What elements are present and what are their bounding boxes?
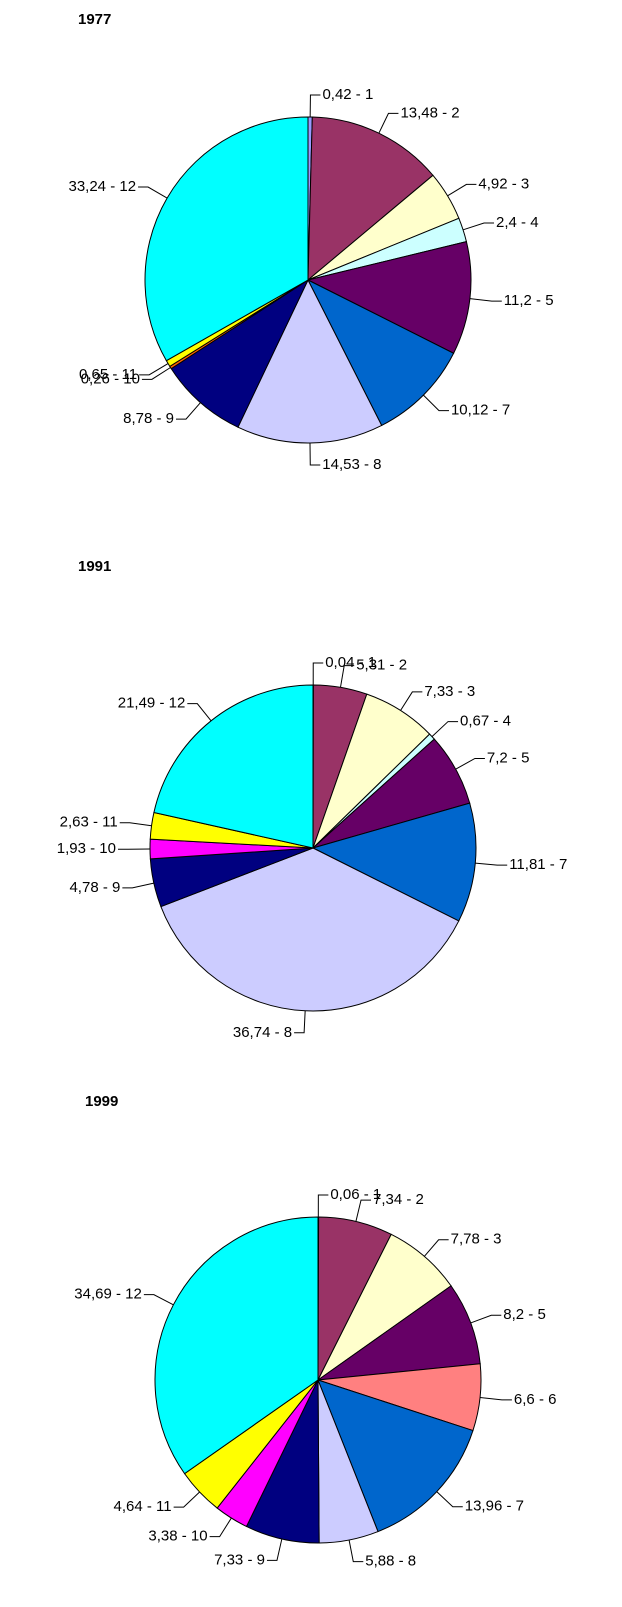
data-label: 10,12 - 7 [451, 402, 510, 419]
data-label: 5,88 - 8 [365, 1553, 416, 1570]
data-label: 1,93 - 10 [57, 840, 116, 857]
leader-line [312, 662, 324, 686]
data-label: 33,24 - 12 [68, 178, 136, 195]
data-label: 36,74 - 8 [233, 1024, 292, 1041]
data-label: 2,63 - 11 [60, 814, 118, 831]
leader-line [462, 222, 495, 231]
leader-line [447, 183, 477, 197]
leader-line [469, 298, 502, 302]
leader-line [339, 665, 355, 688]
leader-line [138, 186, 168, 199]
data-label: 7,33 - 9 [214, 1551, 265, 1568]
data-label: 8,2 - 5 [503, 1306, 546, 1323]
data-label: 11,81 - 7 [509, 856, 567, 873]
chart-title: 1977 [78, 11, 111, 28]
pie-slice [306, 241, 472, 354]
data-label: 0,67 - 4 [460, 713, 511, 730]
data-label: 3,38 - 10 [148, 1528, 207, 1545]
leader-line [423, 1239, 449, 1257]
leader-line [400, 691, 423, 711]
leader-line [431, 721, 459, 737]
pie-slice [317, 1379, 474, 1533]
leader-line [266, 1538, 283, 1561]
data-label: 0,04 - 1 [325, 654, 376, 671]
pie-slice [307, 116, 434, 282]
leader-line [436, 1491, 463, 1508]
data-label: 6,6 - 6 [514, 1391, 557, 1408]
leader-line [378, 112, 399, 134]
leader-line [479, 1397, 512, 1401]
leader-line [309, 94, 321, 118]
leader-line [423, 394, 449, 412]
data-label: 21,49 - 12 [118, 695, 186, 712]
chart-title: 1991 [78, 558, 111, 575]
data-label: 5,31 - 2 [356, 657, 407, 674]
data-label: 4,92 - 3 [478, 175, 529, 192]
data-label: 4,78 - 9 [69, 879, 120, 896]
leader-line [187, 703, 212, 722]
data-label: 8,78 - 9 [123, 410, 174, 427]
data-label: 7,78 - 3 [451, 1231, 502, 1248]
data-label: 7,34 - 2 [373, 1191, 424, 1208]
data-label: 0,42 - 1 [322, 86, 373, 103]
data-label: 2,4 - 4 [496, 214, 539, 231]
data-label: 13,48 - 2 [400, 104, 459, 121]
data-label: 7,33 - 3 [424, 683, 475, 700]
data-label: 0,26 - 10 [81, 370, 140, 387]
leader-line [176, 402, 201, 420]
leader-line [143, 1294, 174, 1306]
chart-title: 1999 [85, 1093, 118, 1110]
pie-slice [170, 278, 310, 428]
leader-line [309, 442, 321, 466]
leader-line [209, 1517, 232, 1538]
leader-line [294, 1010, 306, 1034]
leader-line [348, 1539, 364, 1563]
data-label: 14,53 - 8 [322, 456, 381, 473]
data-label: 13,96 - 7 [465, 1498, 524, 1515]
leader-line [139, 363, 169, 376]
leader-line [122, 882, 154, 889]
pie-slice [153, 684, 314, 849]
data-label: 4,64 - 11 [114, 1498, 172, 1515]
data-label: 34,69 - 12 [74, 1286, 142, 1303]
leader-line [455, 757, 485, 770]
data-label: 0,06 - 1 [330, 1186, 381, 1203]
leader-line [317, 1194, 329, 1218]
pie-slice [154, 1216, 319, 1475]
leader-line [173, 1491, 200, 1508]
leader-line [475, 862, 508, 866]
leader-line [355, 1199, 372, 1222]
leader-line [119, 822, 152, 827]
leader-line [141, 367, 171, 380]
data-label: 11,2 - 5 [504, 292, 554, 309]
data-label: 0,65 - 11 [79, 366, 137, 383]
leader-line [470, 1314, 502, 1324]
data-label: 7,2 - 5 [487, 749, 530, 766]
